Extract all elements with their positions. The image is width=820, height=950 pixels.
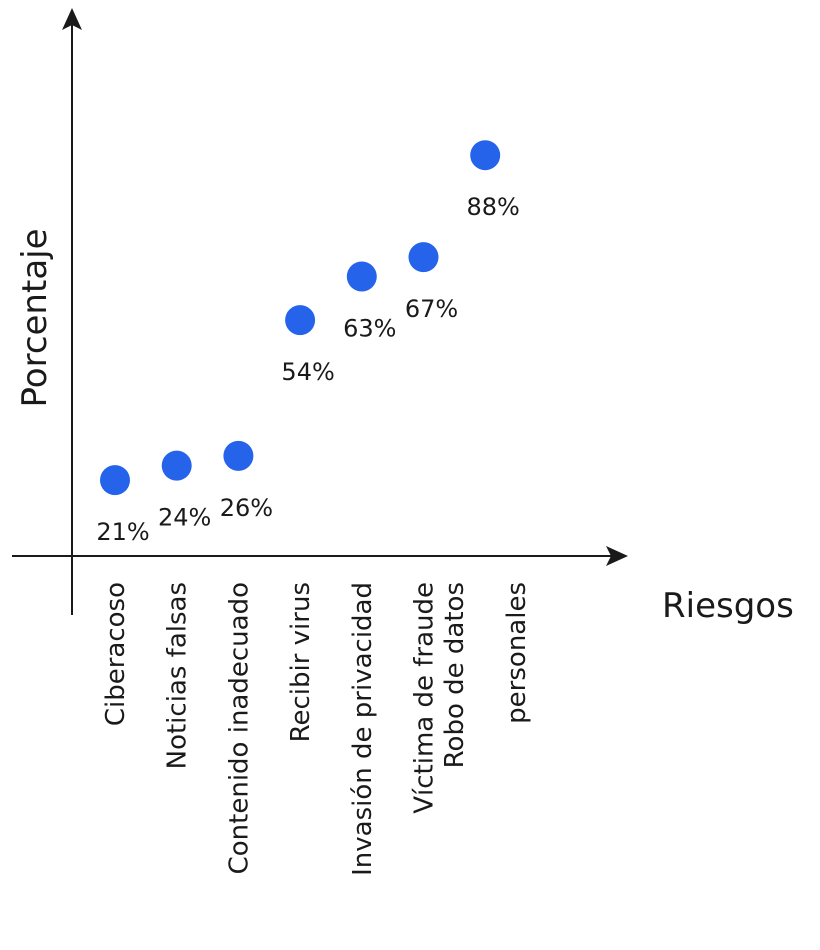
data-label: 54% — [281, 358, 334, 386]
data-points — [100, 140, 501, 496]
data-point — [408, 242, 439, 273]
data-label: 63% — [343, 315, 396, 343]
x-tick-label: Ciberacoso — [101, 582, 131, 726]
x-axis-title: Riesgos — [662, 586, 794, 626]
data-point — [100, 465, 130, 496]
x-tick-label: Contenido inadecuado — [224, 582, 254, 874]
x-axis — [12, 546, 628, 566]
y-axis — [62, 8, 82, 615]
data-point — [346, 261, 377, 292]
data-point — [285, 305, 316, 336]
data-point — [470, 140, 501, 171]
x-tick-label: Noticias falsas — [163, 582, 193, 769]
data-label: 24% — [158, 504, 211, 532]
x-tick-label: personales — [502, 582, 532, 724]
x-tick-labels: Ciberacoso Noticias falsas Contenido inade… — [101, 582, 532, 876]
x-tick-label: Robo de datos — [440, 582, 470, 768]
data-labels: 21% 24% 26% 54% 63% 67% 88% — [96, 193, 520, 546]
data-point — [161, 450, 192, 481]
x-tick-label: Víctima de fraude — [410, 582, 440, 814]
x-tick-label: Invasión de privacidad — [348, 582, 378, 876]
y-axis-arrow-icon — [62, 8, 82, 30]
x-axis-arrow-icon — [606, 546, 628, 566]
data-point — [223, 440, 254, 471]
x-tick-label: Recibir virus — [286, 582, 316, 742]
data-label: 88% — [467, 193, 520, 221]
data-label: 26% — [220, 494, 273, 522]
data-label: 21% — [96, 518, 149, 546]
data-label: 67% — [405, 295, 458, 323]
y-axis-title: Porcentaje — [15, 228, 55, 407]
